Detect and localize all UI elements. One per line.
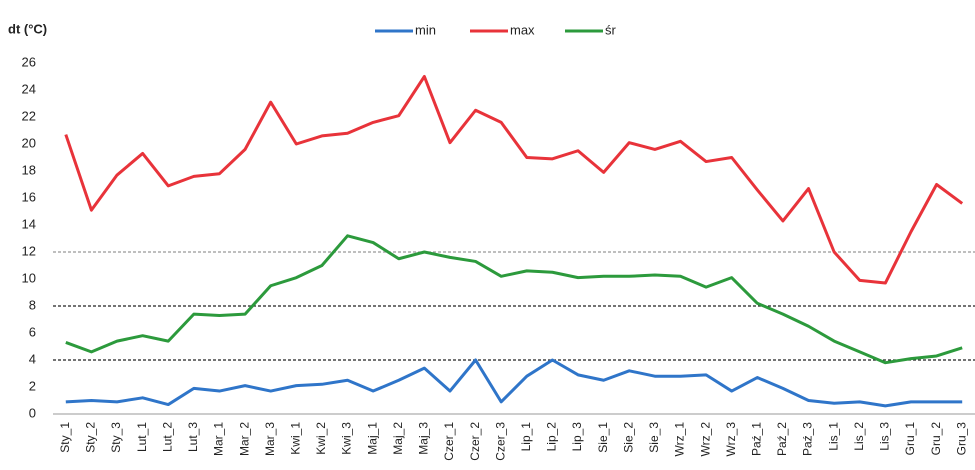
y-tick-label: 26 <box>22 54 36 69</box>
x-tick-label: Sie_1 <box>596 422 610 453</box>
x-tick-label: Sie_2 <box>621 422 635 453</box>
y-tick-label: 14 <box>22 216 36 231</box>
x-tick-label: Czer_3 <box>493 422 507 461</box>
y-tick-label: 10 <box>22 270 36 285</box>
x-tick-label: Maj_3 <box>417 422 431 455</box>
y-tick-label: 4 <box>29 351 36 366</box>
x-tick-label: Lip_2 <box>545 422 559 452</box>
x-tick-label: Sie_3 <box>647 422 661 453</box>
y-tick-label: 22 <box>22 108 36 123</box>
x-tick-label: Lis_1 <box>826 422 840 451</box>
y-tick-label: 16 <box>22 189 36 204</box>
x-tick-label: Mar_2 <box>237 422 251 456</box>
x-tick-label: Sty_1 <box>58 422 72 453</box>
x-tick-label: Wrz_1 <box>673 422 687 457</box>
x-tick-label: Gru_2 <box>929 422 943 456</box>
series-line <box>64 75 964 285</box>
x-tick-label: Lip_3 <box>570 422 584 452</box>
x-tick-label: Maj_2 <box>391 422 405 455</box>
x-tick-label: Czer_2 <box>468 422 482 461</box>
y-axis-label: dt (°C) <box>8 21 47 36</box>
y-tick-label: 20 <box>22 135 36 150</box>
x-tick-label: Lut_1 <box>135 422 149 452</box>
x-tick-label: Czer_1 <box>442 422 456 461</box>
y-tick-label: 12 <box>22 243 36 258</box>
x-tick-label: Wrz_2 <box>698 422 712 457</box>
x-tick-label: Kwi_3 <box>340 422 354 455</box>
x-tick-label: Paź_2 <box>775 422 789 456</box>
x-tick-label: Sty_2 <box>84 422 98 453</box>
x-tick-label: Wrz_3 <box>724 422 738 457</box>
x-tick-label: Paź_3 <box>801 422 815 456</box>
x-tick-label: Mar_3 <box>263 422 277 456</box>
y-tick-label: 0 <box>29 405 36 420</box>
y-tick-label: 6 <box>29 324 36 339</box>
y-tick-label: 24 <box>22 81 36 96</box>
x-tick-label: Gru_1 <box>903 422 917 456</box>
x-tick-label: Lip_1 <box>519 422 533 452</box>
y-tick-label: 8 <box>29 297 36 312</box>
legend-label: max <box>510 22 535 37</box>
x-tick-label: Maj_1 <box>365 422 379 455</box>
series-line <box>65 234 963 365</box>
x-tick-label: Lut_3 <box>186 422 200 452</box>
x-tick-label: Lut_2 <box>160 422 174 452</box>
legend-label: min <box>415 22 436 37</box>
y-tick-label: 18 <box>22 162 36 177</box>
x-tick-label: Kwi_2 <box>314 422 328 455</box>
x-tick-label: Lis_3 <box>878 422 892 451</box>
x-tick-label: Lis_2 <box>852 422 866 451</box>
x-tick-label: Kwi_1 <box>288 422 302 455</box>
legend-label: śr <box>605 22 617 37</box>
x-tick-label: Gru_3 <box>954 422 968 456</box>
x-tick-label: Sty_3 <box>109 422 123 453</box>
series-line <box>65 358 963 408</box>
y-tick-label: 2 <box>29 378 36 393</box>
x-tick-label: Mar_1 <box>212 422 226 456</box>
x-tick-label: Paź_1 <box>749 422 763 456</box>
